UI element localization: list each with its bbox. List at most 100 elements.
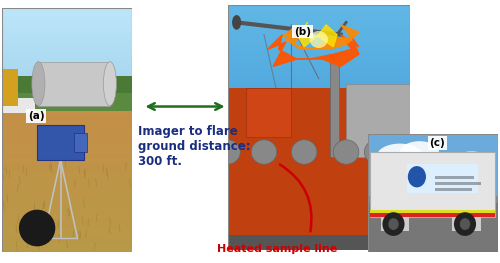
Bar xyxy=(2,82,132,85)
Bar xyxy=(2,181,132,186)
Bar xyxy=(2,23,132,26)
Bar xyxy=(228,27,410,29)
Bar xyxy=(228,124,410,127)
Bar xyxy=(228,87,410,90)
Bar xyxy=(2,62,132,64)
Bar xyxy=(2,134,132,139)
Bar xyxy=(2,191,132,196)
Bar xyxy=(2,16,132,18)
Bar xyxy=(2,77,132,80)
Bar xyxy=(2,98,34,113)
Bar xyxy=(228,93,410,96)
Bar xyxy=(228,21,410,23)
Bar xyxy=(435,176,474,179)
Bar xyxy=(228,133,410,136)
Bar xyxy=(37,125,84,160)
Bar xyxy=(2,64,132,67)
Ellipse shape xyxy=(408,166,426,187)
Bar xyxy=(2,95,132,98)
Bar xyxy=(2,72,132,75)
Bar xyxy=(2,105,132,108)
Bar xyxy=(228,11,410,14)
Bar xyxy=(380,214,409,231)
Bar xyxy=(2,167,132,172)
Bar xyxy=(2,75,132,77)
Polygon shape xyxy=(268,35,359,66)
Bar xyxy=(228,120,410,124)
Ellipse shape xyxy=(400,141,439,163)
Bar xyxy=(2,148,132,153)
Ellipse shape xyxy=(454,212,476,236)
Bar xyxy=(2,186,132,191)
Bar xyxy=(2,21,132,23)
Bar xyxy=(228,142,410,145)
Bar xyxy=(228,105,410,108)
Bar xyxy=(2,243,132,248)
Bar xyxy=(228,39,410,42)
Bar xyxy=(2,49,132,52)
Ellipse shape xyxy=(292,140,317,164)
Bar xyxy=(228,114,410,118)
Bar xyxy=(228,23,410,27)
Bar xyxy=(2,8,132,11)
Bar xyxy=(2,130,132,134)
Bar xyxy=(228,84,410,87)
Bar xyxy=(228,51,410,54)
Bar xyxy=(2,111,132,115)
Ellipse shape xyxy=(455,151,488,169)
Bar xyxy=(2,115,132,120)
Bar xyxy=(228,72,410,75)
Text: Imager to flare
ground distance:
300 ft.: Imager to flare ground distance: 300 ft. xyxy=(138,125,250,168)
Bar xyxy=(2,125,132,130)
Bar xyxy=(228,151,410,154)
Bar xyxy=(2,103,132,105)
Bar xyxy=(2,18,132,21)
Bar xyxy=(406,164,478,193)
Bar xyxy=(228,5,410,8)
Bar xyxy=(228,36,410,39)
Bar xyxy=(329,54,340,62)
Polygon shape xyxy=(297,22,337,47)
Bar xyxy=(228,8,410,11)
Bar xyxy=(2,88,132,90)
Bar xyxy=(2,100,132,103)
Bar xyxy=(368,199,498,252)
Ellipse shape xyxy=(364,140,390,164)
Bar xyxy=(2,44,132,46)
Ellipse shape xyxy=(104,62,117,106)
Bar xyxy=(2,69,18,106)
Bar xyxy=(2,26,132,28)
Bar xyxy=(228,130,410,133)
Text: (b): (b) xyxy=(294,27,311,37)
Ellipse shape xyxy=(232,15,241,30)
Ellipse shape xyxy=(382,212,404,236)
Bar xyxy=(228,63,410,66)
Bar xyxy=(228,235,410,250)
Bar xyxy=(228,148,410,151)
Bar xyxy=(2,229,132,234)
Bar xyxy=(228,69,410,72)
Bar xyxy=(2,153,132,158)
Ellipse shape xyxy=(310,31,328,48)
Bar xyxy=(2,163,132,167)
Bar xyxy=(228,48,410,51)
Bar xyxy=(2,13,132,16)
Bar xyxy=(228,66,410,69)
Bar xyxy=(370,152,495,217)
Bar xyxy=(2,90,132,93)
Text: (a): (a) xyxy=(28,111,44,121)
Ellipse shape xyxy=(334,140,359,164)
Bar xyxy=(228,78,410,81)
Ellipse shape xyxy=(251,140,277,164)
Bar xyxy=(2,98,132,100)
Bar xyxy=(228,90,410,93)
Bar xyxy=(228,81,410,84)
Bar xyxy=(228,118,410,120)
Bar xyxy=(2,224,132,229)
Bar xyxy=(2,238,132,243)
Bar xyxy=(2,144,132,148)
Bar xyxy=(228,54,410,57)
Bar xyxy=(452,214,480,231)
Bar xyxy=(2,120,132,125)
Bar xyxy=(2,210,132,215)
